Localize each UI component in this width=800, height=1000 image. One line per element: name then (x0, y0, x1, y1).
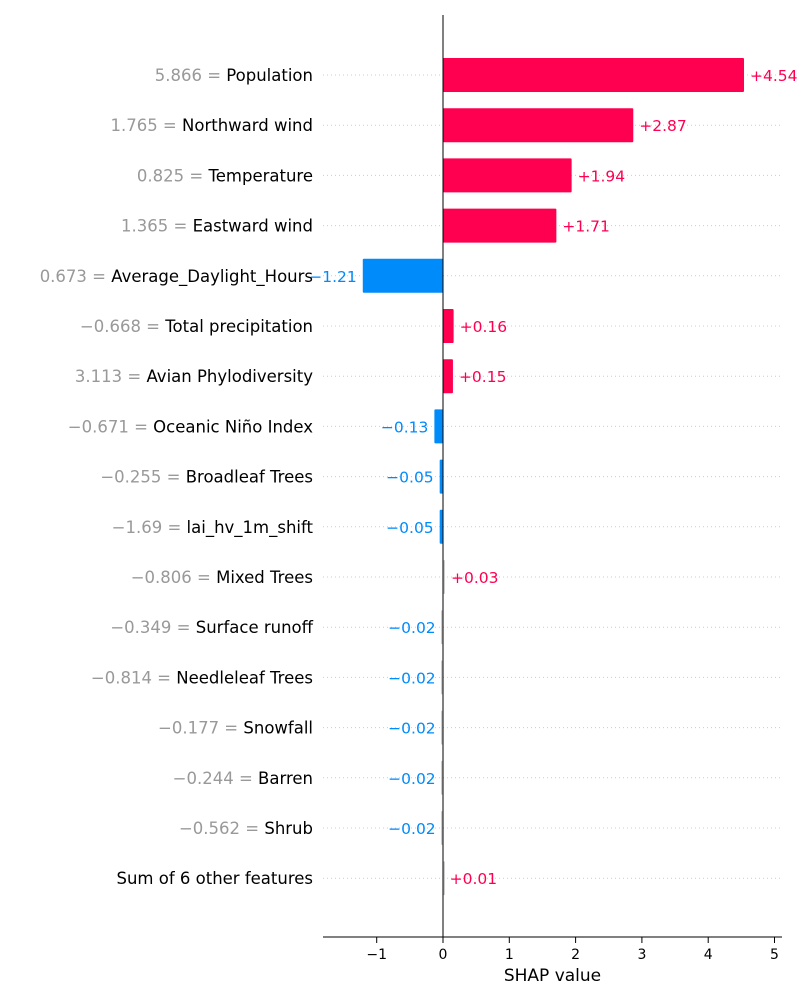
feature-label: −1.69 = lai_hv_1m_shift (112, 518, 314, 538)
feature-value: −1.69 = (112, 518, 187, 537)
shap-value-label: −0.02 (388, 820, 436, 838)
feature-label: −0.349 = Surface runoff (110, 618, 313, 637)
shap-value-label: −0.05 (386, 469, 434, 487)
feature-name: Broadleaf Trees (186, 468, 313, 487)
feature-value: 0.825 = (137, 166, 209, 185)
feature-value: −0.671 = (68, 417, 153, 436)
x-tick-label: 4 (704, 947, 713, 963)
x-axis: −1 0 1 2 3 4 5 (323, 936, 782, 963)
feature-label: 0.673 = Average_Daylight_Hours (40, 267, 313, 287)
feature-label: 0.825 = Temperature (137, 166, 313, 185)
feature-value: 1.365 = (121, 217, 193, 236)
shap-bar (443, 208, 557, 243)
feature-value: −0.177 = (158, 719, 243, 738)
shap-value-label: −0.02 (388, 720, 436, 738)
feature-name: Average_Daylight_Hours (111, 267, 313, 287)
shap-value-label: +4.54 (750, 67, 798, 85)
x-tick-label: 1 (505, 947, 514, 963)
feature-label: 1.765 = Northward wind (110, 116, 313, 135)
feature-value: −0.806 = (131, 568, 216, 587)
feature-label: 1.365 = Eastward wind (121, 217, 313, 236)
feature-value: −0.562 = (179, 819, 264, 838)
feature-value: −0.244 = (173, 769, 258, 788)
x-tick-label: 3 (637, 947, 646, 963)
feature-label: −0.244 = Barren (173, 769, 313, 788)
feature-value: −0.814 = (91, 668, 176, 687)
shap-bar (443, 359, 453, 394)
feature-name: Snowfall (243, 719, 313, 738)
feature-name: Avian Phylodiversity (146, 367, 313, 386)
x-axis-title: SHAP value (504, 966, 601, 986)
feature-value: −0.255 = (100, 468, 185, 487)
shap-bar (434, 409, 443, 444)
feature-name: lai_hv_1m_shift (187, 518, 314, 538)
feature-name: Total precipitation (164, 317, 313, 336)
feature-value: 3.113 = (75, 367, 147, 386)
shap-bar (439, 509, 443, 544)
shap-bar (443, 108, 634, 143)
shap-bar (443, 158, 572, 193)
feature-label: 3.113 = Avian Phylodiversity (75, 367, 313, 386)
shap-value-label: +1.94 (578, 167, 626, 185)
shap-bar (443, 58, 745, 92)
x-tick-label: 0 (439, 947, 448, 963)
feature-name: Northward wind (182, 116, 313, 135)
shap-value-label: −0.02 (388, 619, 436, 637)
x-tick-label: 2 (571, 947, 580, 963)
feature-label: 5.866 = Population (155, 66, 313, 85)
shap-value-label: −0.02 (388, 669, 436, 687)
feature-value: 5.866 = (155, 66, 227, 85)
feature-label: −0.671 = Oceanic Niño Index (68, 417, 313, 436)
feature-label: Sum of 6 other features (116, 869, 313, 888)
shap-bar (443, 309, 454, 343)
feature-name: Eastward wind (193, 217, 313, 236)
feature-name: Mixed Trees (216, 568, 313, 587)
feature-name: Sum of 6 other features (116, 869, 313, 888)
shap-value-label: −0.02 (388, 770, 436, 788)
feature-value: 1.765 = (110, 116, 182, 135)
shap-value-label: −1.21 (309, 268, 357, 286)
shap-value-label: +2.87 (639, 117, 687, 135)
feature-name: Population (226, 66, 313, 85)
feature-name: Barren (258, 769, 313, 788)
x-tick-label: −1 (366, 947, 387, 963)
shap-value-label: +0.01 (450, 870, 498, 888)
row-gridlines (323, 74, 782, 879)
shap-bar (439, 459, 443, 494)
shap-bar (362, 258, 443, 293)
feature-name: Needleleaf Trees (176, 668, 313, 687)
feature-value: −0.349 = (110, 618, 195, 637)
shap-value-label: +0.16 (460, 318, 508, 336)
shap-value-label: −0.05 (386, 519, 434, 537)
feature-value: 0.673 = (40, 267, 112, 286)
feature-value: −0.668 = (80, 317, 165, 336)
feature-label: −0.814 = Needleleaf Trees (91, 668, 313, 687)
feature-name: Oceanic Niño Index (153, 417, 313, 436)
feature-label: −0.255 = Broadleaf Trees (100, 468, 313, 487)
feature-name: Surface runoff (196, 618, 314, 637)
shap-value-label: +0.03 (451, 569, 499, 587)
shap-value-label: +1.71 (562, 218, 610, 236)
shap-value-label: +0.15 (459, 368, 507, 386)
feature-name: Shrub (264, 819, 313, 838)
feature-labels: +4.54 5.866 = Population +2.87 1.765 = Nort… (40, 66, 798, 888)
feature-label: −0.177 = Snowfall (158, 719, 313, 738)
feature-label: −0.562 = Shrub (179, 819, 313, 838)
shap-value-label: −0.13 (381, 418, 429, 436)
feature-name: Temperature (207, 166, 313, 185)
x-tick-label: 5 (770, 947, 779, 963)
feature-label: −0.668 = Total precipitation (80, 317, 313, 336)
feature-label: −0.806 = Mixed Trees (131, 568, 313, 587)
